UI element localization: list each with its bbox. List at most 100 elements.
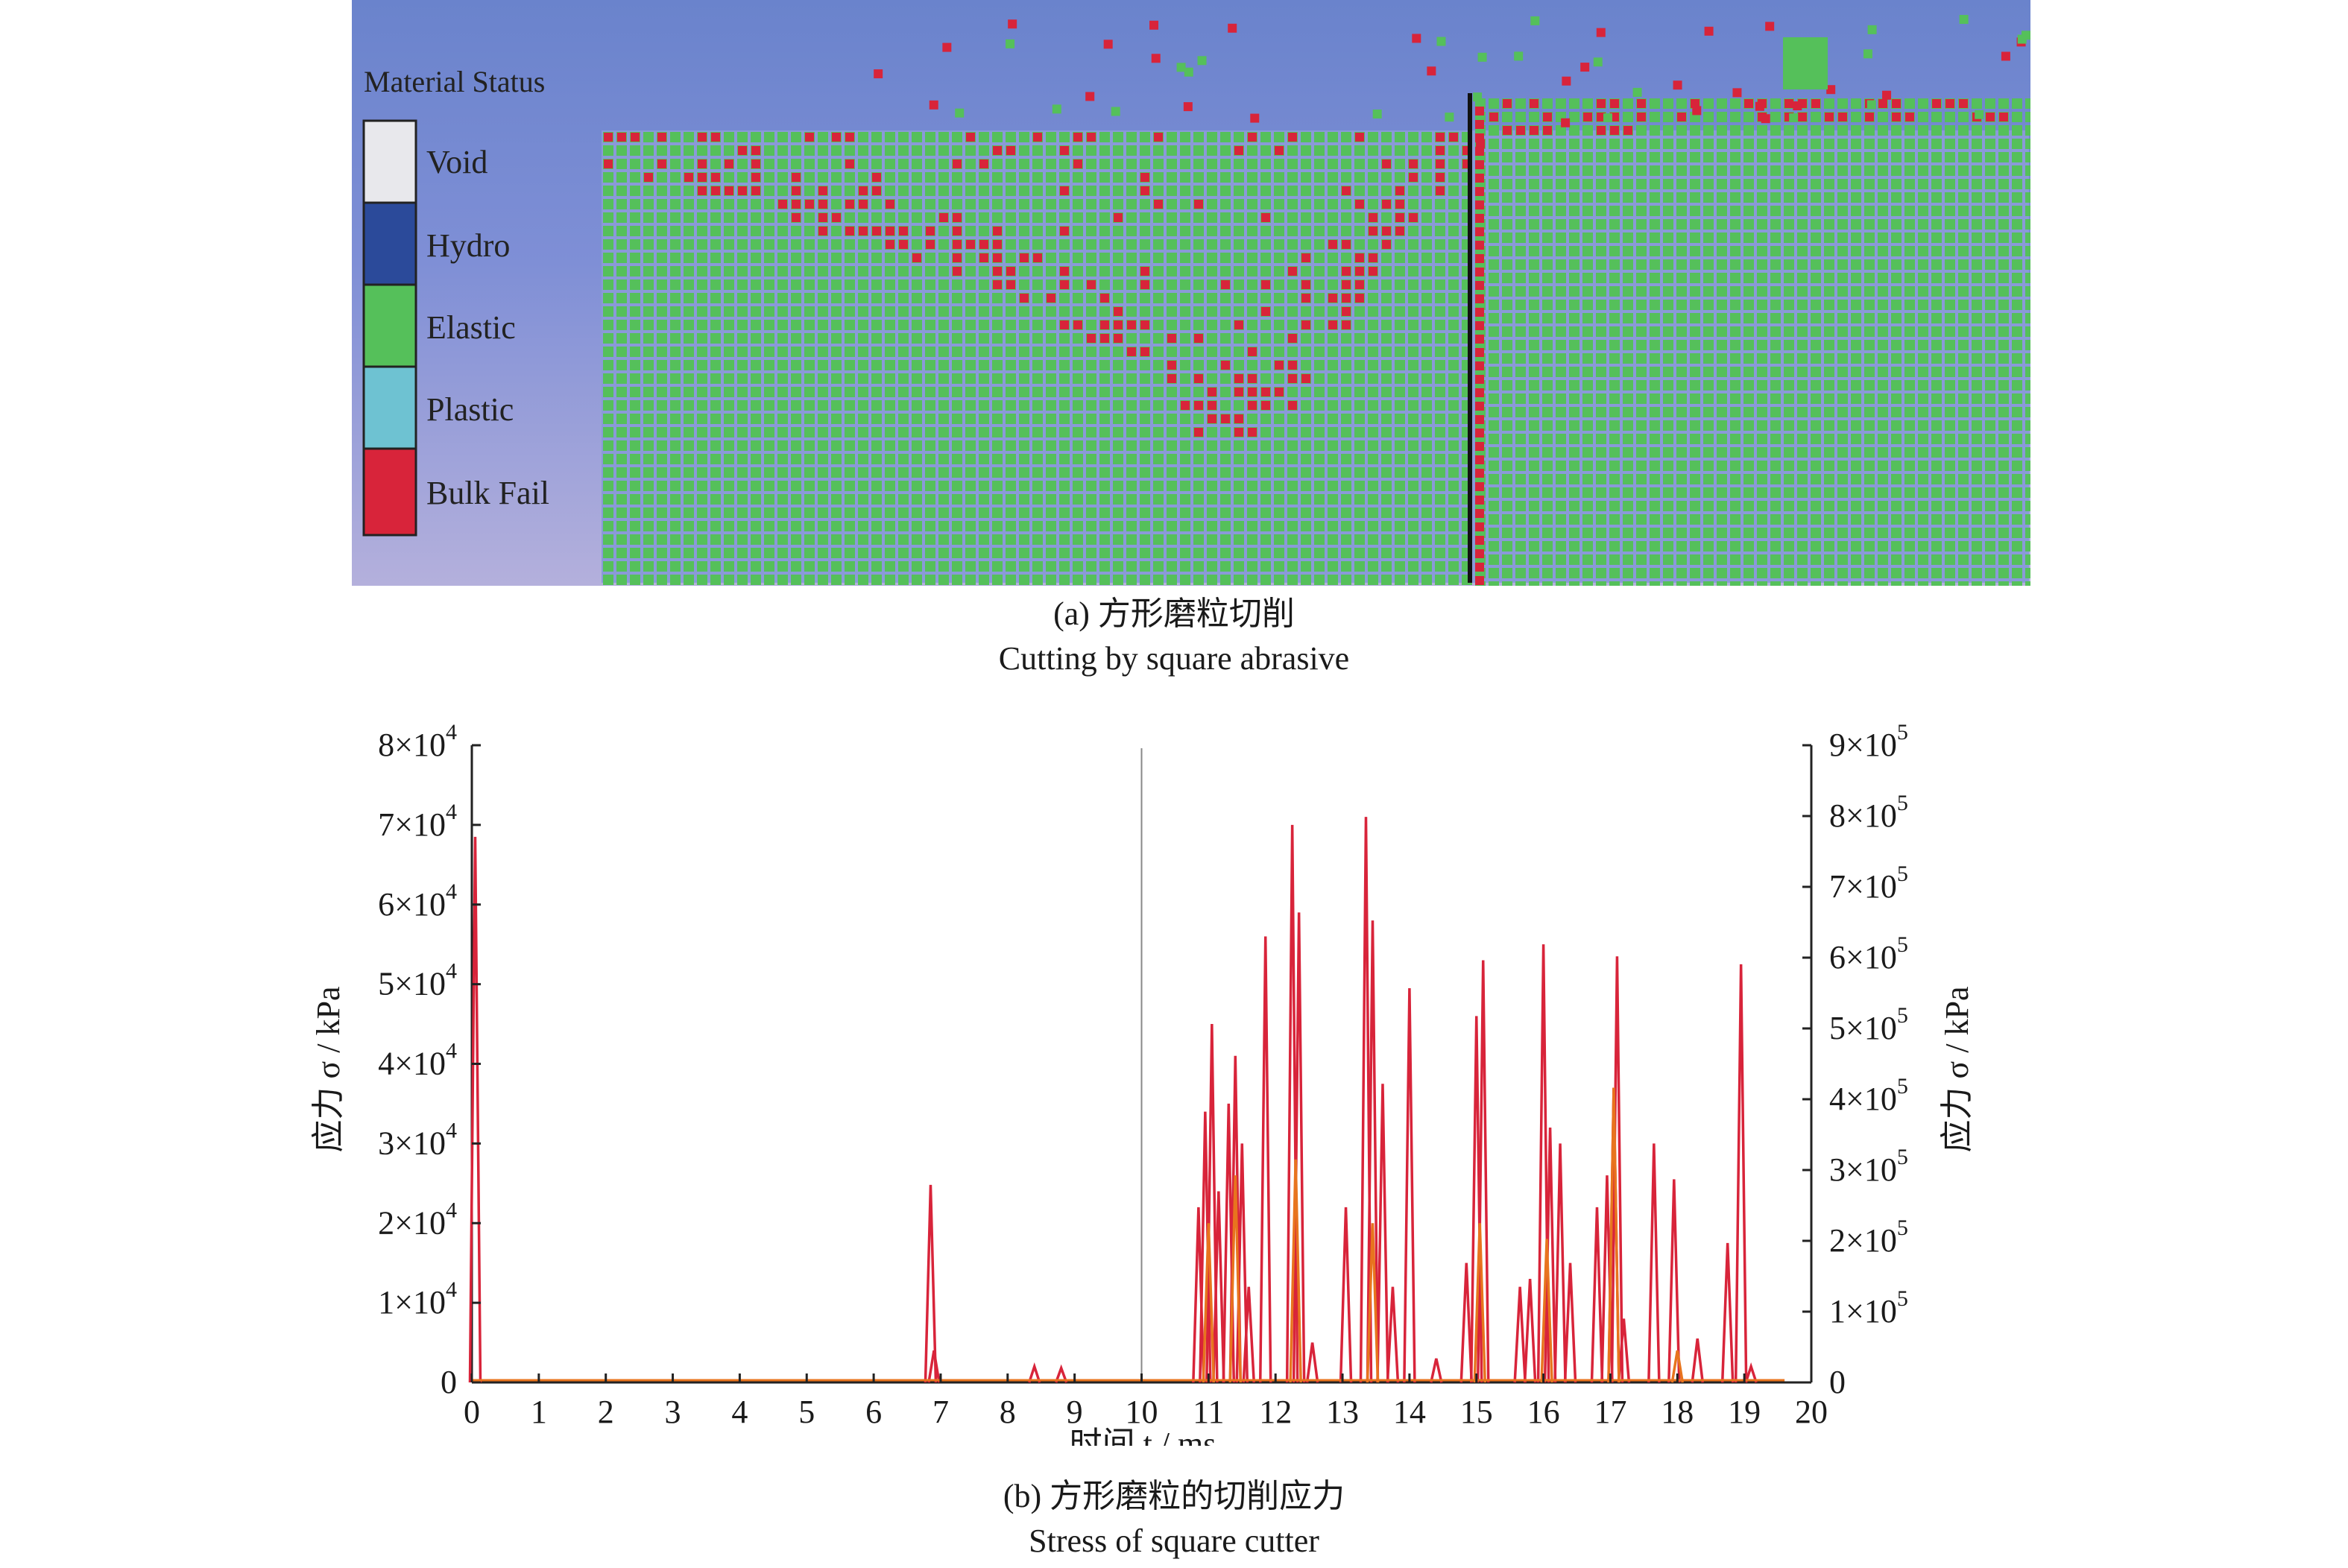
y-tick-label-right: 6×105 [1829,932,1908,976]
y-tick-label-right: 5×105 [1829,1003,1908,1046]
x-tick-label: 14 [1393,1394,1426,1430]
y-tick-label-left: 0 [441,1364,457,1400]
stress-spike [1366,920,1380,1383]
stress-spike [1459,1262,1474,1383]
y-tick-label-left: 5×104 [378,959,457,1002]
x-tick-label: 1 [531,1394,547,1430]
stress-chart: 0 1 2 3 4 5 6 7 8 9 10 11 12 13 14 15 16 17 18 19 2001×1042×… [310,720,1975,1446]
stress-spike [1242,1286,1256,1383]
stress-spike [1691,1338,1704,1383]
legend-label-plastic: Plastic [426,391,514,428]
simulation-panel: Material Status Void Hydro Elastic Plast… [352,0,2030,586]
caption-b-zh: (b) 方形磨粒的切削应力 [1003,1478,1345,1514]
x-tick-label: 5 [798,1394,815,1430]
stress-spike [1543,1127,1557,1383]
legend-title: Material Status [364,65,545,98]
series-0 [468,817,1785,1383]
legend-label-elastic: Elastic [426,309,516,346]
y-tick-label-left: 1×104 [378,1277,457,1321]
y-tick-label-right: 4×105 [1829,1074,1908,1117]
stress-spike [1292,912,1306,1383]
x-tick-label: 2 [598,1394,614,1430]
y-axis-label-right: 应力 σ / kPa [1939,987,1975,1153]
x-tick-label: 8 [1000,1394,1016,1430]
stress-spike [1720,1242,1735,1383]
y-tick-label-right: 7×105 [1829,862,1908,905]
y-tick-label-right: 3×105 [1829,1145,1908,1188]
stress-spike [1667,1179,1681,1383]
stress-spike [1744,1362,1758,1383]
x-tick-label: 16 [1527,1394,1560,1430]
stress-spike [1339,1207,1353,1383]
stress-spike [1523,1278,1537,1383]
stress-spike [1055,1364,1068,1383]
x-tick-label: 6 [865,1394,882,1430]
y-tick-label-left: 3×104 [378,1118,457,1161]
x-tick-label: 13 [1326,1394,1359,1430]
legend-label-hydro: Hydro [426,227,510,264]
stress-spike [1028,1362,1041,1383]
legend-swatch-hydro [362,201,417,286]
material-grid [602,98,2030,586]
stress-spike [1540,1239,1553,1383]
stress-spike [1670,1350,1685,1383]
stress-spike [1513,1286,1527,1383]
caption-b-en: Stress of square cutter [1029,1523,1319,1559]
legend-swatch-bulk-fail [362,447,417,537]
stress-spike [1647,1143,1661,1383]
x-tick-label: 19 [1728,1394,1761,1430]
stress-spike [1590,1207,1604,1383]
y-tick-label-right: 2×105 [1829,1215,1908,1259]
y-tick-label-right: 8×105 [1829,791,1908,834]
y-tick-label-right: 9×105 [1829,720,1908,763]
stress-spike [1386,1286,1400,1383]
stress-spike [1617,1318,1631,1383]
x-tick-label: 15 [1460,1394,1493,1430]
stress-spike [1607,1087,1620,1383]
stress-spike [1289,1159,1302,1383]
x-tick-label: 7 [932,1394,949,1430]
caption-a-zh: (a) 方形磨粒切削 [1053,595,1295,632]
legend-swatch-plastic [362,365,417,450]
stress-spike [927,1350,941,1383]
stress-spike [1212,1191,1225,1383]
x-tick-label: 0 [464,1394,480,1430]
failed-elements [604,15,2030,585]
y-tick-label-left: 8×104 [378,720,457,763]
legend-swatch-elastic [362,283,417,368]
legend-label-bulk-fail: Bulk Fail [426,475,549,511]
legend-swatch-void [362,119,417,204]
series-1 [472,1087,1785,1383]
stress-spike [1610,956,1624,1383]
y-tick-label-left: 6×104 [378,879,457,923]
stress-spike [1563,1262,1577,1383]
stress-spike [1366,1223,1380,1383]
y-tick-label-left: 4×104 [378,1039,457,1082]
y-tick-label-left: 7×104 [378,800,457,843]
x-tick-label: 4 [731,1394,748,1430]
x-tick-label: 18 [1661,1394,1694,1430]
x-tick-label: 11 [1193,1394,1224,1430]
x-tick-label: 17 [1594,1394,1626,1430]
y-tick-label-right: 0 [1829,1364,1846,1400]
stress-spike [1202,1223,1216,1383]
stress-spike [1734,964,1748,1383]
stress-spike [1473,1223,1486,1383]
stress-spike [1305,1342,1319,1383]
x-tick-label: 12 [1259,1394,1292,1430]
x-tick-label: 20 [1795,1394,1828,1430]
x-axis-label: 时间 t / ms [1070,1426,1216,1446]
material-status-legend: Material Status Void Hydro Elastic Plast… [362,65,549,537]
stress-spike [1258,936,1272,1383]
legend-label-void: Void [426,144,487,180]
y-tick-label-right: 1×105 [1829,1286,1908,1330]
chart-series [468,817,1785,1383]
stress-spike [1228,1175,1243,1383]
stress-spike [468,836,482,1383]
stress-spike [1430,1358,1443,1383]
x-tick-label: 10 [1126,1394,1158,1430]
stress-spike [1376,1084,1389,1383]
stress-spike [1553,1143,1567,1383]
y-tick-label-left: 2×104 [378,1198,457,1241]
chart-ticks: 0 1 2 3 4 5 6 7 8 9 10 11 12 13 14 15 16 17 18 19 2001×1042×… [378,720,1908,1430]
